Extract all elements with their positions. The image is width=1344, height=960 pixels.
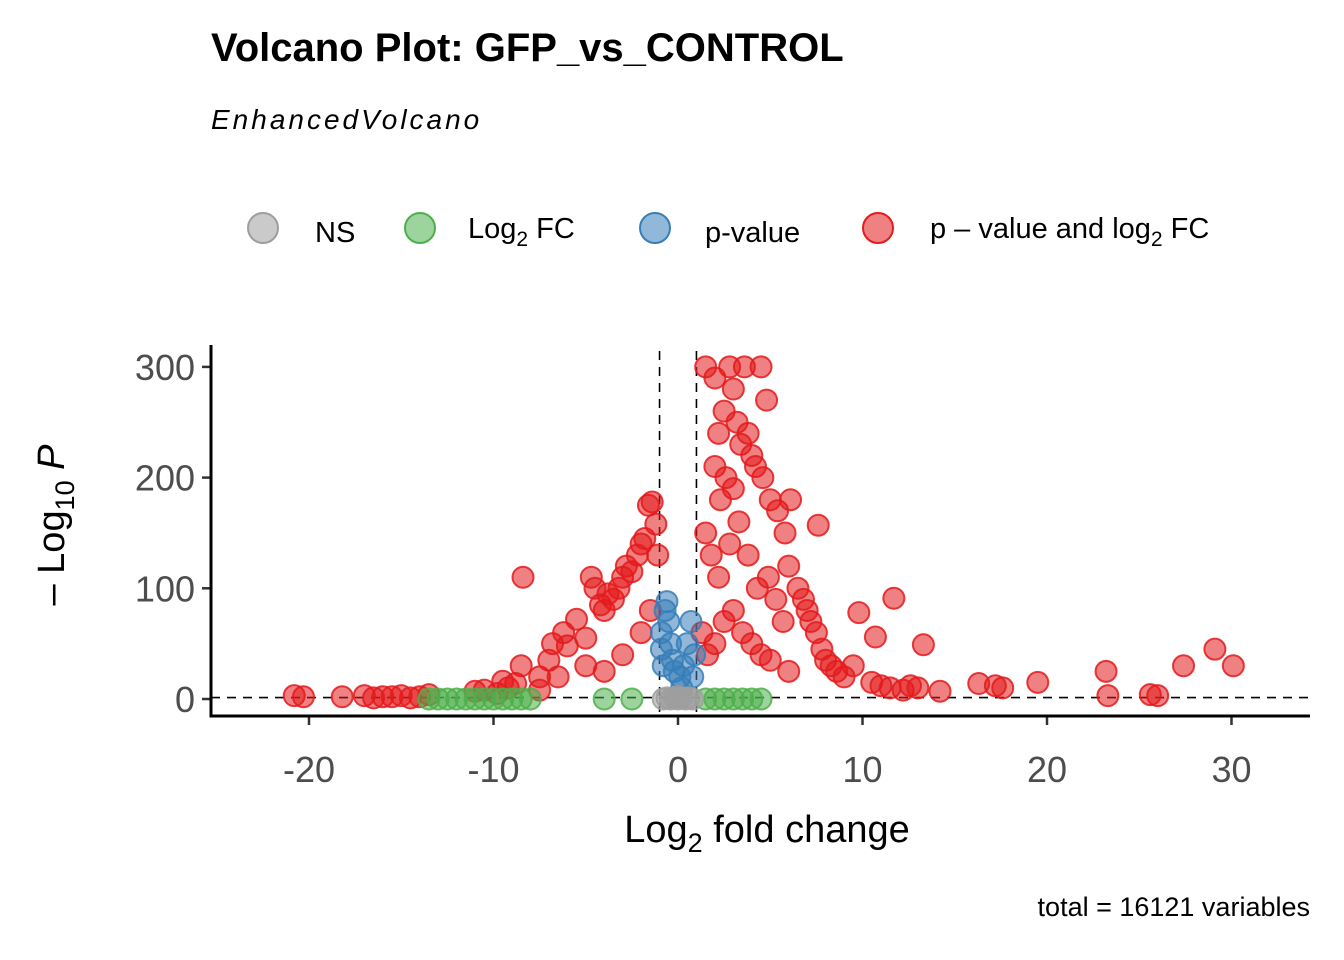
point-fc-p <box>771 610 795 634</box>
point-p <box>657 610 681 634</box>
point-ns <box>666 685 690 709</box>
x-tick-label: 10 <box>842 749 882 790</box>
point-fc-p <box>928 679 952 703</box>
point-fc-p <box>721 477 745 501</box>
data-points <box>282 355 1245 711</box>
axes <box>209 345 1310 718</box>
point-fc-p <box>756 565 780 589</box>
legend: NS Log2 FC p-value p – value and log2 FC <box>247 212 1209 251</box>
point-fc-p <box>777 554 801 578</box>
point-fc-p <box>707 565 731 589</box>
point-fc-p <box>841 654 865 678</box>
x-tick-label: 0 <box>668 749 688 790</box>
point-fc-p <box>847 601 871 625</box>
point-fc-p <box>694 521 718 545</box>
legend-label-ns: NS <box>315 217 355 249</box>
point-fc <box>592 687 616 711</box>
y-tick-label: 300 <box>135 347 195 388</box>
chart-caption: total = 16121 variables <box>1037 892 1310 922</box>
x-tick-label: 20 <box>1027 749 1067 790</box>
point-fc-p <box>882 586 906 610</box>
point-fc-p <box>1094 659 1118 683</box>
point-fc-p <box>1096 684 1120 708</box>
point-fc-p <box>736 421 760 445</box>
legend-label-p: p-value <box>705 217 800 249</box>
point-fc-p <box>703 632 727 656</box>
chart-subtitle: EnhancedVolcano <box>211 104 483 135</box>
x-tick-label: -20 <box>283 749 335 790</box>
legend-key-ns <box>247 212 279 244</box>
y-tick-label: 100 <box>135 568 195 609</box>
point-fc-p <box>574 626 598 650</box>
point-fc-p <box>755 388 779 412</box>
point-fc-p <box>707 421 731 445</box>
point-p <box>683 643 707 667</box>
point-fc-p <box>291 685 315 709</box>
point-fc-p <box>1026 670 1050 694</box>
point-fc-p <box>1221 654 1245 678</box>
point-fc-p <box>911 633 935 657</box>
point-fc-p <box>721 377 745 401</box>
point-fc-p <box>727 510 751 534</box>
point-fc-p <box>806 513 830 537</box>
point-fc-p <box>863 625 887 649</box>
point-fc-p <box>758 648 782 672</box>
point-fc <box>749 687 773 711</box>
point-p <box>679 610 703 634</box>
point-fc-p <box>629 621 653 645</box>
point-fc-p <box>1203 637 1227 661</box>
point-fc-p <box>1172 654 1196 678</box>
point-p <box>651 654 675 678</box>
axis-titles: Log2 fold change – Log10 P <box>31 444 910 858</box>
y-tick-label: 200 <box>135 458 195 499</box>
legend-key-fc <box>404 212 436 244</box>
point-fc-p <box>646 543 670 567</box>
point-fc-p <box>565 607 589 631</box>
point-p <box>655 590 679 614</box>
point-fc-p <box>749 355 773 379</box>
legend-key-p <box>639 212 671 244</box>
legend-label-fc: Log2 FC <box>468 213 575 251</box>
x-tick-label: -10 <box>467 749 519 790</box>
point-fc-p <box>906 676 930 700</box>
point-fc-p <box>779 488 803 512</box>
y-tick-label: 0 <box>175 679 195 720</box>
point-fc-p <box>699 543 723 567</box>
legend-label-fc-p: p – value and log2 FC <box>930 213 1209 251</box>
point-fc-p <box>330 685 354 709</box>
x-tick-label: 30 <box>1211 749 1251 790</box>
point-fc-p <box>991 676 1015 700</box>
y-axis-title: – Log10 P <box>31 444 80 606</box>
point-fc-p <box>777 659 801 683</box>
point-fc-p <box>773 521 797 545</box>
point-fc-p <box>644 512 668 536</box>
point-fc <box>620 687 644 711</box>
point-fc-p <box>511 565 535 589</box>
point-fc-p <box>611 643 635 667</box>
point-fc-p <box>751 466 775 490</box>
point-fc-p <box>640 490 664 514</box>
point-fc-p <box>1146 684 1170 708</box>
point-fc-p <box>736 543 760 567</box>
chart-title: Volcano Plot: GFP_vs_CONTROL <box>211 26 844 70</box>
point-fc-p <box>721 598 745 622</box>
point-fc <box>518 687 542 711</box>
point-fc-p <box>592 659 616 683</box>
legend-key-fc-p <box>862 212 894 244</box>
point-fc-p <box>764 587 788 611</box>
x-axis-title: Log2 fold change <box>624 809 910 858</box>
point-fc-p <box>509 654 533 678</box>
point-fc-p <box>718 532 742 556</box>
point-fc-p <box>546 665 570 689</box>
